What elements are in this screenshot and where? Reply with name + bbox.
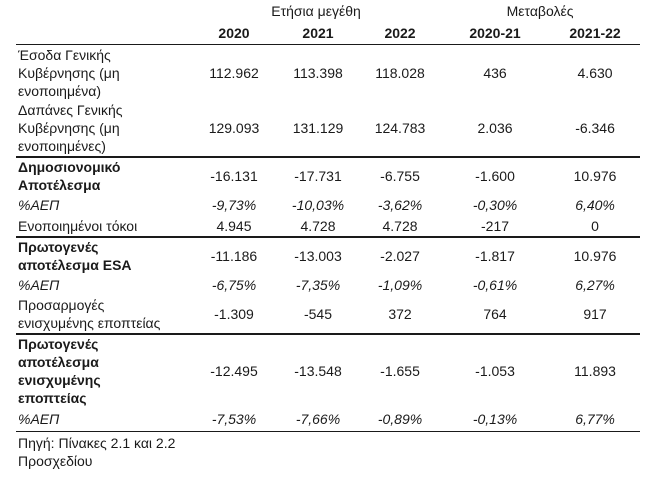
value-cell: 4.630: [577, 64, 613, 81]
value-cell: 113.398: [293, 64, 343, 81]
value-cell: 6,77%: [575, 411, 615, 428]
value-cell: -0,61%: [472, 277, 518, 293]
value-cell: -0,30%: [472, 197, 518, 213]
year-2021-header: 2021: [276, 22, 360, 45]
value-cell: -0,13%: [472, 411, 518, 428]
table-row: Πρωτογενές αποτέλεσμα ESA -11.186 -13.00…: [16, 235, 641, 275]
table-row: Δημοσιονομικό Αποτέλεσμα -16.131 -17.731…: [16, 155, 641, 195]
value-cell: -10,03%: [291, 197, 345, 213]
group-change-header: Μεταβολές: [506, 3, 574, 19]
table-row: %ΑΕΠ -6,75% -7,35% -1,09% -0,61% 6,27%: [16, 275, 640, 296]
table-row: %ΑΕΠ -7,53% -7,66% -0,89% -0,13% 6,77%: [16, 408, 640, 432]
value-cell: -1,09%: [377, 277, 423, 293]
row-label: Πρωτογενές αποτέλεσμα ESA: [16, 235, 192, 275]
value-cell: -1.817: [440, 235, 551, 275]
value-cell: -7,35%: [295, 277, 341, 293]
row-label: %ΑΕΠ: [18, 411, 60, 428]
change-2020-21-header: 2020-21: [440, 22, 551, 45]
row-label: Έσοδα Γενικής Κυβέρνησης (μη ενοποιημένα…: [18, 46, 120, 99]
value-cell: 6,27%: [575, 277, 615, 293]
value-cell: -1.309: [214, 306, 254, 322]
table-row: Δαπάνες Γενικής Κυβέρνησης (μη ενοποιημέ…: [16, 101, 640, 157]
value-cell: 917: [583, 306, 607, 322]
value-cell: 4.728: [300, 217, 336, 234]
value-cell: 6,40%: [575, 197, 615, 213]
value-cell: -11.186: [192, 235, 276, 275]
year-2022-header: 2022: [360, 22, 441, 45]
value-cell: 10.976: [550, 155, 641, 195]
source-note: Πηγή: Πίνακες 2.1 και 2.2 Προσχεδίου: [16, 431, 276, 472]
table-row: Προσαρμογές ενισχυμένης εποπτείας -1.309…: [16, 296, 640, 334]
value-cell: -9,73%: [211, 197, 257, 213]
year-2020-header: 2020: [192, 22, 276, 45]
value-cell: -1.600: [440, 155, 551, 195]
value-cell: -0,89%: [377, 411, 423, 428]
value-cell: 118.028: [375, 64, 425, 81]
row-label: Προσαρμογές ενισχυμένης εποπτείας: [18, 297, 161, 331]
fiscal-table: Ετήσια μεγέθη Μεταβολές 2020 2021 2022 2…: [16, 0, 641, 472]
table-row: %ΑΕΠ -9,73% -10,03% -3,62% -0,30% 6,40%: [16, 195, 640, 216]
group-header-row: Ετήσια μεγέθη Μεταβολές: [16, 0, 640, 22]
value-cell: 124.783: [374, 120, 426, 136]
value-cell: -7,53%: [211, 411, 257, 428]
table-row: Πρωτογενές αποτέλεσμα ενισχυμένης εποπτε…: [16, 332, 641, 408]
value-cell: 11.893: [550, 332, 641, 408]
value-cell: 10.976: [550, 235, 641, 275]
value-cell: -3,62%: [377, 197, 423, 213]
value-cell: 131.129: [292, 120, 344, 136]
value-cell: -16.131: [192, 155, 276, 195]
value-cell: 0: [591, 217, 599, 234]
value-cell: -6,75%: [211, 277, 257, 293]
value-cell: 129.093: [208, 120, 260, 136]
value-cell: -2.027: [360, 235, 441, 275]
value-cell: 764: [483, 306, 507, 322]
value-cell: -6.755: [360, 155, 441, 195]
value-cell: -7,66%: [295, 411, 341, 428]
table-row: Ενοποιημένοι τόκοι 4.945 4.728 4.728 -21…: [16, 216, 640, 237]
value-cell: -1.053: [440, 332, 551, 408]
row-label: %ΑΕΠ: [18, 197, 60, 213]
value-cell: -217: [481, 217, 510, 234]
row-label: Δημοσιονομικό Αποτέλεσμα: [16, 155, 192, 195]
value-cell: 436: [483, 64, 507, 81]
value-cell: -13.548: [276, 332, 360, 408]
row-label: Δαπάνες Γενικής Κυβέρνησης (μη ενοποιημέ…: [18, 102, 123, 154]
value-cell: 372: [388, 306, 412, 322]
group-annual-header: Ετήσια μεγέθη: [271, 3, 361, 19]
source-row: Πηγή: Πίνακες 2.1 και 2.2 Προσχεδίου: [16, 431, 641, 472]
value-cell: 112.962: [209, 64, 259, 81]
row-label: Πρωτογενές αποτέλεσμα ενισχυμένης εποπτε…: [16, 332, 192, 408]
value-cell: -545: [303, 306, 333, 322]
row-label: Ενοποιημένοι τόκοι: [18, 217, 138, 234]
value-cell: -17.731: [276, 155, 360, 195]
value-cell: -12.495: [192, 332, 276, 408]
value-cell: 4.728: [382, 217, 418, 234]
value-cell: -1.655: [360, 332, 441, 408]
table-row: Έσοδα Γενικής Κυβέρνησης (μη ενοποιημένα…: [16, 45, 640, 101]
value-cell: 2.036: [477, 120, 513, 136]
value-cell: -6.346: [575, 120, 615, 136]
value-cell: 4.945: [216, 217, 252, 234]
row-label: %ΑΕΠ: [18, 277, 60, 293]
change-2021-22-header: 2021-22: [550, 22, 641, 45]
year-header-row: 2020 2021 2022 2020-21 2021-22: [16, 22, 641, 45]
value-cell: -13.003: [276, 235, 360, 275]
